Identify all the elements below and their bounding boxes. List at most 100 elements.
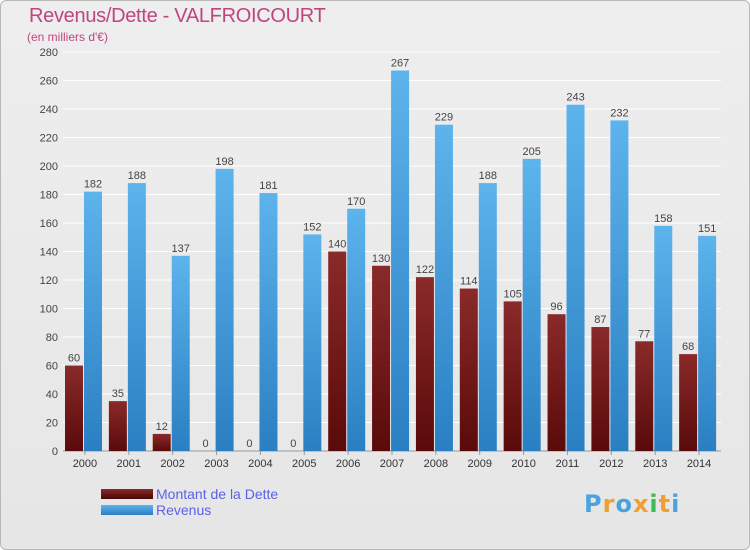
y-tick-label: 140 bbox=[40, 247, 58, 259]
bar-revenus bbox=[215, 168, 234, 451]
data-label: 229 bbox=[435, 112, 453, 124]
bar-revenus bbox=[566, 104, 585, 451]
y-tick-label: 60 bbox=[46, 361, 58, 373]
bar-debt bbox=[591, 327, 610, 451]
bar-revenus bbox=[522, 158, 541, 451]
x-tick-label: 2001 bbox=[117, 458, 141, 470]
y-tick-label: 40 bbox=[46, 389, 58, 401]
data-label: 60 bbox=[68, 353, 80, 365]
data-label: 68 bbox=[682, 341, 694, 353]
data-label: 232 bbox=[610, 107, 628, 119]
logo-letter: o bbox=[615, 490, 633, 518]
y-tick-label: 20 bbox=[46, 418, 58, 430]
logo-letter: t bbox=[658, 490, 672, 518]
x-tick-label: 2008 bbox=[424, 458, 448, 470]
legend-swatch-debt bbox=[101, 489, 153, 499]
logo-letter: r bbox=[602, 490, 616, 518]
data-label: 0 bbox=[290, 438, 296, 450]
chart-subtitle: (en milliers d'€) bbox=[27, 30, 108, 44]
bar-debt bbox=[415, 277, 434, 451]
x-tick-label: 2012 bbox=[599, 458, 623, 470]
data-label: 170 bbox=[347, 196, 365, 208]
bar-debt bbox=[328, 251, 347, 451]
x-tick-label: 2010 bbox=[511, 458, 535, 470]
data-label: 158 bbox=[654, 213, 672, 225]
x-tick-label: 2011 bbox=[556, 458, 580, 470]
logo-letter: x bbox=[632, 490, 650, 518]
bar-debt bbox=[503, 301, 522, 451]
bar-revenus bbox=[434, 124, 453, 452]
bar-debt bbox=[108, 401, 127, 451]
bar-debt bbox=[635, 341, 654, 451]
logo-letter: i bbox=[649, 490, 659, 518]
y-tick-label: 100 bbox=[40, 304, 58, 316]
x-tick-label: 2007 bbox=[380, 458, 404, 470]
bar-debt bbox=[679, 354, 698, 451]
data-label: 12 bbox=[156, 421, 168, 433]
bar-debt bbox=[65, 365, 83, 451]
data-label: 182 bbox=[84, 179, 102, 191]
x-tick-label: 2003 bbox=[204, 458, 228, 470]
x-tick-label: 2005 bbox=[292, 458, 316, 470]
data-label: 188 bbox=[128, 170, 146, 182]
y-tick-label: 280 bbox=[40, 47, 58, 59]
x-tick-label: 2014 bbox=[687, 458, 711, 470]
bar-revenus bbox=[84, 191, 102, 451]
data-label: 243 bbox=[566, 92, 584, 104]
proxiti-logo: Proxiti bbox=[584, 490, 680, 518]
x-tick-label: 2006 bbox=[336, 458, 360, 470]
data-label: 152 bbox=[303, 221, 321, 233]
bar-debt bbox=[459, 288, 478, 451]
x-tick-label: 2004 bbox=[248, 458, 272, 470]
chart-title: Revenus/Dette - VALFROICOURT bbox=[29, 5, 326, 27]
data-label: 77 bbox=[638, 328, 650, 340]
data-label: 140 bbox=[328, 239, 346, 251]
bar-revenus bbox=[391, 70, 410, 452]
y-tick-label: 160 bbox=[40, 218, 58, 230]
data-label: 122 bbox=[416, 264, 434, 276]
data-label: 181 bbox=[259, 180, 277, 192]
bar-debt bbox=[547, 314, 566, 451]
logo-letter: P bbox=[584, 490, 603, 518]
y-tick-label: 120 bbox=[40, 275, 58, 287]
data-label: 105 bbox=[503, 288, 521, 300]
x-axis: 2000 2001 2002 2003 2004 2005 2006 2007 2008 2009… bbox=[73, 451, 711, 470]
y-tick-label: 240 bbox=[40, 104, 58, 116]
x-tick-label: 2013 bbox=[643, 458, 667, 470]
data-label: 137 bbox=[172, 243, 190, 255]
data-label: 96 bbox=[550, 301, 562, 313]
x-tick-label: 2009 bbox=[467, 458, 491, 470]
y-tick-label: 0 bbox=[52, 446, 58, 458]
data-label: 267 bbox=[391, 58, 409, 70]
bar-revenus bbox=[478, 183, 497, 451]
data-label: 130 bbox=[372, 253, 390, 265]
bar-revenus bbox=[127, 183, 146, 451]
y-tick-label: 180 bbox=[40, 190, 58, 202]
data-label: 205 bbox=[522, 146, 540, 158]
y-tick-label: 80 bbox=[46, 332, 58, 344]
bar-revenus bbox=[654, 225, 673, 451]
bar-revenus bbox=[610, 120, 629, 452]
bar-debt bbox=[372, 265, 391, 451]
legend-label-debt: Montant de la Dette bbox=[156, 486, 279, 502]
data-label: 0 bbox=[246, 438, 252, 450]
bar-revenus bbox=[303, 234, 322, 451]
y-tick-label: 200 bbox=[40, 161, 58, 173]
data-label: 0 bbox=[203, 438, 209, 450]
data-label: 151 bbox=[698, 223, 716, 235]
y-axis: 0 20 40 60 80 100 120 140 160 180 200 220 240 260 280 bbox=[40, 47, 58, 458]
bar-revenus bbox=[698, 235, 717, 451]
data-label: 87 bbox=[594, 314, 606, 326]
legend-label-revenus: Revenus bbox=[156, 502, 212, 518]
legend-swatch-revenus bbox=[101, 505, 153, 515]
bar-revenus bbox=[171, 255, 190, 451]
data-label: 198 bbox=[215, 156, 233, 168]
data-label: 188 bbox=[479, 170, 497, 182]
logo-letter: i bbox=[671, 490, 681, 518]
data-label: 35 bbox=[112, 388, 124, 400]
bars: 60 182 35 188 12 137 0 198 0 181 0 152 140 170 130 267 1… bbox=[65, 58, 717, 452]
bar-revenus bbox=[259, 193, 278, 451]
y-tick-label: 220 bbox=[40, 133, 58, 145]
bar-revenus bbox=[347, 208, 366, 451]
